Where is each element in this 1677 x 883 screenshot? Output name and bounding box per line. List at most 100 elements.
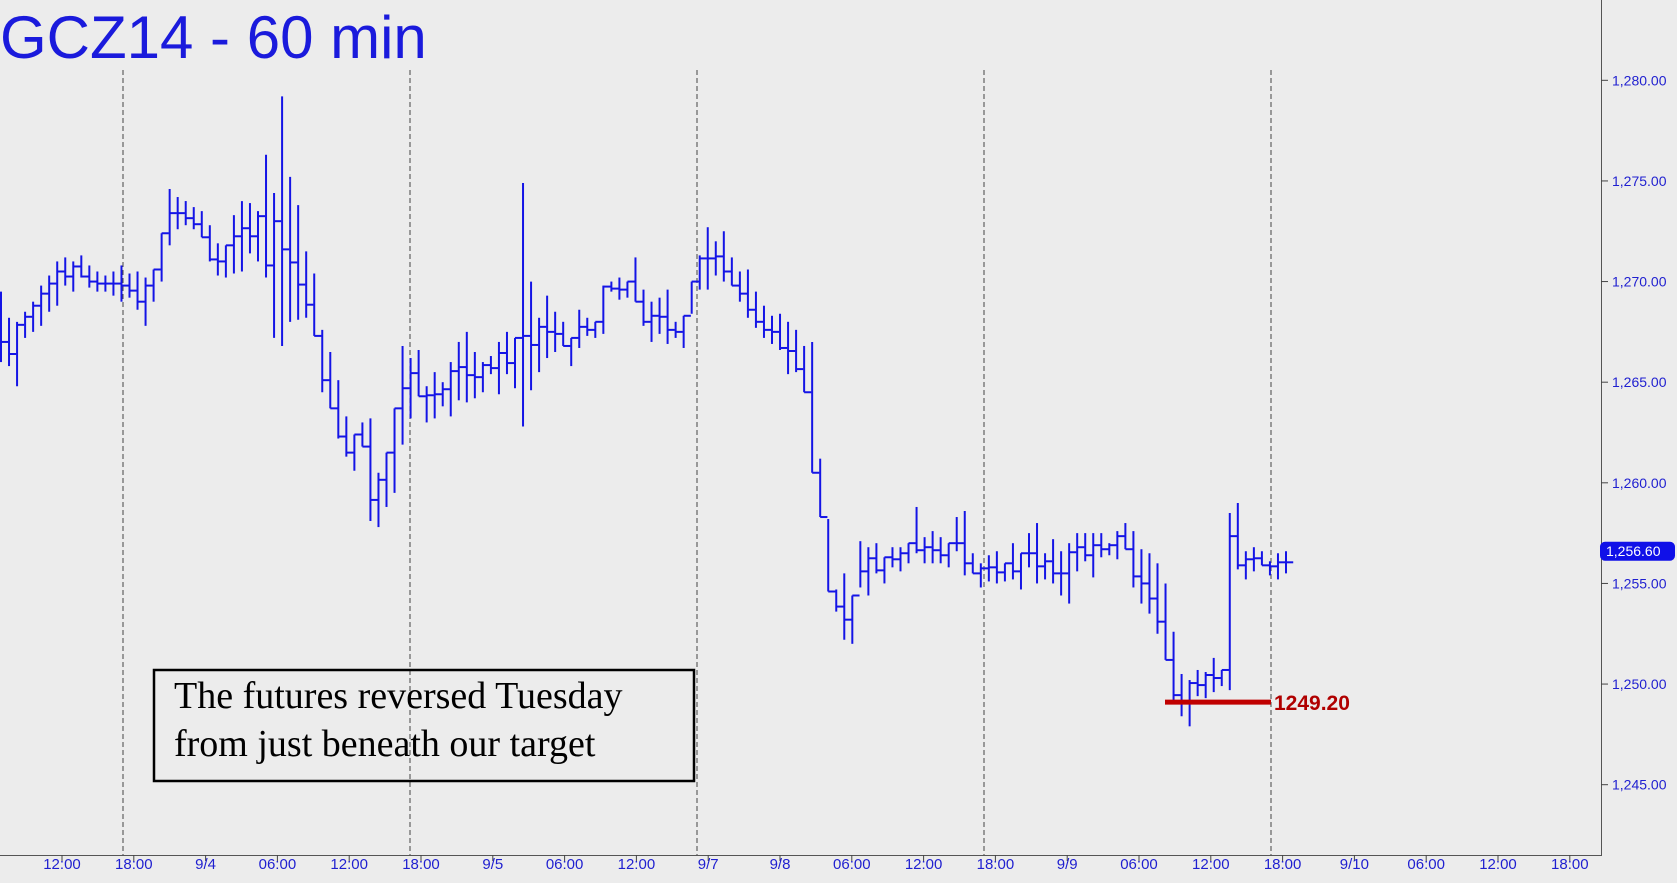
price-bar-145 (1164, 583, 1173, 661)
price-bar-74 (594, 320, 603, 338)
price-bar-63 (505, 331, 515, 375)
price-bar-124 (995, 551, 1005, 584)
price-bar-135 (1084, 533, 1093, 562)
price-tick-label-1: 1,275.00 (1612, 173, 1667, 189)
price-tick-label-0: 1,280.00 (1612, 72, 1667, 88)
price-bar-115 (923, 537, 932, 564)
price-bar-76 (610, 281, 619, 292)
price-bar-120 (963, 510, 972, 576)
price-bar-5 (40, 285, 49, 326)
price-bar-37 (297, 205, 306, 320)
price-bar-18 (144, 277, 153, 326)
price-bar-27 (216, 243, 226, 276)
time-tick-label-8: 12:00 (618, 856, 656, 873)
time-tick-label-0: 12:00 (43, 856, 81, 873)
price-bar-57 (457, 341, 467, 401)
price-bar-132 (1060, 551, 1069, 596)
price-bar-133 (1068, 543, 1077, 604)
price-bar-146 (1172, 631, 1181, 701)
price-bar-75 (602, 285, 611, 334)
price-bar-137 (1100, 533, 1109, 558)
price-bar-159 (1276, 553, 1286, 580)
price-bar-58 (465, 331, 475, 403)
time-tick-label-5: 18:00 (402, 856, 440, 873)
price-bar-144 (1156, 563, 1165, 634)
price-bar-0 (0, 291, 9, 363)
time-tick-label-1: 18:00 (115, 856, 153, 873)
time-tick-label-20: 12:00 (1479, 856, 1517, 873)
price-bar-119 (955, 517, 964, 552)
price-bar-127 (1019, 552, 1029, 590)
price-tick-label-5: 1,255.00 (1612, 575, 1667, 591)
time-axis: 12:00 18:00 9/4 06:00 12:00 18:00 9/5 06:00 12:0… (43, 855, 1589, 873)
price-bar-116 (931, 531, 940, 564)
price-bar-86 (690, 280, 699, 314)
price-bar-62 (497, 341, 507, 395)
price-bar-80 (642, 289, 651, 326)
price-bar-100 (803, 345, 812, 394)
price-bar-73 (586, 317, 595, 336)
price-bar-136 (1092, 533, 1101, 578)
price-bar-160 (1285, 551, 1294, 574)
price-bar-29 (232, 215, 242, 274)
price-bar-45 (361, 422, 370, 448)
price-bar-118 (947, 542, 956, 568)
price-bar-103 (827, 519, 836, 593)
price-bar-151 (1212, 657, 1221, 693)
price-bar-78 (626, 280, 635, 298)
price-bar-134 (1076, 533, 1085, 572)
time-tick-label-11: 06:00 (833, 856, 871, 873)
price-bar-56 (449, 362, 458, 417)
price-bar-98 (787, 321, 796, 375)
price-bar-89 (714, 241, 724, 276)
price-tick-label-7: 1,245.00 (1612, 777, 1667, 793)
price-bar-87 (698, 255, 707, 290)
price-bar-10 (80, 255, 89, 278)
price-bar-22 (176, 197, 185, 230)
time-tick-label-16: 12:00 (1192, 856, 1230, 873)
time-tick-label-18: 9/10 (1340, 856, 1369, 873)
price-bar-106 (851, 594, 860, 644)
price-bar-11 (88, 265, 97, 288)
price-bar-117 (939, 537, 948, 564)
time-tick-label-19: 06:00 (1407, 856, 1445, 873)
price-bar-12 (96, 271, 105, 292)
price-bar-52 (417, 349, 426, 398)
price-bar-64 (514, 336, 523, 389)
price-bar-130 (1044, 553, 1053, 580)
price-bar-23 (184, 201, 193, 226)
target-marker: 1249.20 (1165, 692, 1350, 715)
price-bar-102 (819, 458, 828, 519)
price-bar-131 (1052, 539, 1061, 584)
price-bar-85 (682, 314, 691, 348)
price-bar-140 (1124, 523, 1133, 551)
price-bar-83 (666, 289, 675, 344)
price-bar-30 (240, 201, 250, 272)
price-bar-139 (1116, 531, 1125, 560)
price-bar-51 (409, 358, 418, 419)
price-bar-152 (1220, 668, 1229, 687)
price-tick-label-4: 1,260.00 (1612, 475, 1667, 491)
price-bar-69 (554, 311, 563, 352)
price-bar-79 (634, 257, 643, 303)
price-bar-96 (771, 315, 780, 344)
price-bar-40 (321, 329, 330, 393)
price-bar-141 (1132, 531, 1141, 588)
price-bar-156 (1252, 547, 1262, 572)
price-bar-8 (64, 257, 73, 286)
price-bar-2 (16, 321, 25, 387)
price-bar-48 (385, 451, 394, 507)
price-bar-81 (650, 301, 659, 342)
current-price-box (1600, 541, 1675, 561)
vertical-day-dividers (122, 70, 1272, 855)
price-bar-129 (1036, 523, 1045, 584)
time-tick-label-9: 9/7 (698, 856, 719, 873)
price-bar-123 (987, 555, 997, 582)
price-bar-71 (570, 336, 579, 367)
price-bar-36 (289, 176, 298, 322)
price-bar-44 (353, 433, 362, 471)
price-bars (0, 96, 1294, 727)
price-tick-label-6: 1,250.00 (1612, 676, 1667, 692)
price-bar-68 (546, 295, 555, 359)
